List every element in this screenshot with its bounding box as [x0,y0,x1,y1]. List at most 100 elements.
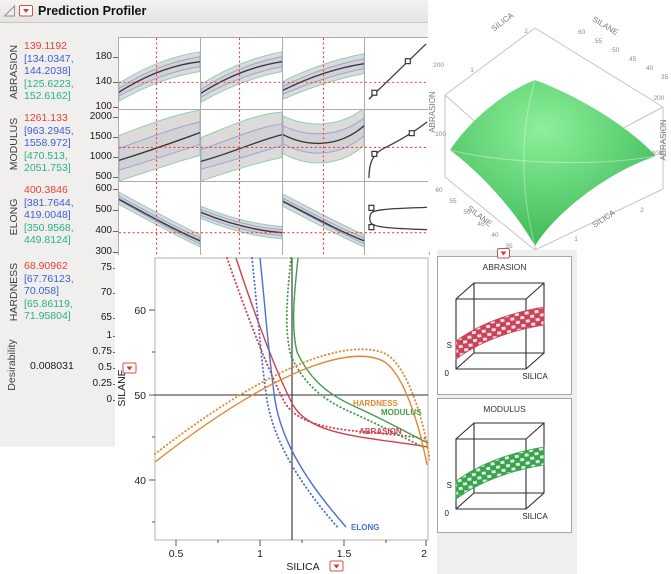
y-tick: 60 [134,305,146,317]
curve-abrasion [235,257,429,448]
predicted-value: 68.90962 [24,260,68,272]
x-tick: 1.5 [337,548,352,560]
y-axis-label-3d: SILANE [591,15,620,37]
curve-label-hardness: HARDNESS [353,399,399,408]
response-surface [450,80,656,246]
ci-line: 419.0048] [24,209,71,222]
ci-line: 71.95804] [24,310,71,323]
ci-line: [67.76123, [24,272,74,285]
curve-label-elong: ELONG [351,523,379,532]
cube-plot-modulus: S 0 SILICA [445,422,548,521]
tick-3d: 60 [578,29,586,36]
tick-3d: 2 [640,207,644,214]
axis-tick-label: 65 [100,312,112,323]
axis-tick-label: 180 [95,51,112,62]
response-label-abrasion: ABRASION [8,44,20,100]
page-title: Prediction Profiler [38,4,147,18]
ci-line: [350.9568, [24,221,74,234]
axis-tick-label: 300 [95,246,112,257]
response-values-abrasion: 139.1192 [134.0347, 144.2038] [125.6223,… [24,40,88,103]
checkered-surface [455,446,545,500]
tick-3d: 35 [505,243,513,250]
profiler-cell-modulus-sulfur[interactable] [282,109,365,182]
curve-label-abrasion: ABRASION [359,427,402,436]
red-menu-icon[interactable] [19,5,34,17]
ci-line: [125.6223, [24,77,74,90]
tick-3d: 100 [652,150,663,157]
surface-plot-3d-window[interactable]: SILICA 2 1 SILANE 60 55 50 45 40 35 ABRA… [428,0,671,252]
tick-3d: 100 [435,131,446,138]
desirability-trace-elong[interactable] [364,181,430,256]
profiler-cell-abrasion-silica[interactable] [118,37,201,110]
ci-line: [134.0347, [24,52,74,65]
cube-y-label: S [447,341,452,350]
axis-tick-label: 1500 [89,131,112,142]
response-values-modulus: 1261.133 [963.2945, 1558.972] [470.513, … [24,112,88,175]
cube-plot-abrasion: S 0 SILICA [445,282,548,381]
axis-tick-label: 2000 [89,111,112,122]
tick-3d: 45 [477,221,485,228]
response-values-elong: 400.3846 [381.7644, 419.0048] [350.9568,… [24,184,88,247]
ci-line: [381.7644, [24,196,74,209]
x-axis-label-3d: SILICA [490,10,516,33]
axis-tick-label: 0.25 [92,378,112,389]
surface-panel-modulus[interactable]: MODULUS S 0 SILICA [437,398,572,533]
z-axis-label-left: ABRASION [428,91,437,133]
predicted-value: 1261.133 [24,112,68,124]
desirability-value: 0.008031 [30,360,74,372]
axis-tick-label: 500 [95,204,112,215]
axis-tick-label: 0.75 [92,346,112,357]
x-tick: 0.5 [169,548,184,560]
axis-tick-label: 500 [95,171,112,182]
axis-tick-label: 1000 [89,151,112,162]
response-values-hardness: 68.90962 [67.76123, 70.058] [65.86119, 7… [24,260,88,323]
response-label-hardness: HARDNESS [8,262,20,322]
cube-y-label: S [447,481,452,490]
tick-3d: 50 [463,209,471,216]
predicted-value: 139.1192 [24,40,68,52]
y-tick: 40 [134,475,146,487]
tick-3d: 200 [433,62,444,69]
ci-line: 152.6162] [24,90,71,103]
titlebar: Prediction Profiler [0,0,430,23]
panel-title: MODULUS [483,404,526,414]
tick-3d: 55 [595,38,603,45]
ci-line: 70.058] [24,285,60,298]
tick-3d: 1 [574,236,578,243]
surface-panel-abrasion[interactable]: ABRASION S 0 SILICA [437,256,572,395]
profiler-cell-abrasion-sulfur[interactable] [282,37,365,110]
profiler-cell-elong-silane[interactable] [200,181,283,256]
profiler-cell-modulus-silane[interactable] [200,109,283,182]
profiler-cell-elong-sulfur[interactable] [282,181,365,256]
x-axis-label-bottom: SILICA [591,208,618,230]
desirability-trace-abrasion[interactable] [364,37,430,110]
tick-3d: 2 [524,28,528,35]
profiler-cell-modulus-silica[interactable] [118,109,201,182]
axis-tick-label: 400 [95,225,112,236]
tick-3d: 200 [654,95,665,102]
profiler-cell-elong-silica[interactable] [118,181,201,256]
desirability-trace-modulus[interactable] [364,109,430,182]
response-label-elong: ELONG [8,198,20,236]
curve-label-modulus: MODULUS [381,408,422,417]
tick-3d: 45 [629,56,637,63]
disclosure-triangle-icon[interactable] [3,4,16,18]
axis-tick-label: 1 [106,330,112,341]
contour-y-axis-label: SILANE [116,369,128,406]
x-axis-menu-icon[interactable] [329,560,344,572]
tick-3d: 40 [646,65,654,72]
cube-origin-label: 0 [445,369,450,378]
profiler-cell-abrasion-silane[interactable] [200,37,283,110]
contour-plot: HARDNESS MODULUS ABRASION ELONG 0.5 1 1.… [116,257,431,573]
contour-plot-window[interactable]: HARDNESS MODULUS ABRASION ELONG 0.5 1 1.… [115,255,431,574]
cube-origin-label: 0 [445,509,450,518]
axis-tick-label: 0 [106,394,112,405]
panels-menu-icon[interactable] [497,248,511,259]
response-label-modulus: MODULUS [8,117,20,171]
curve-hardness [154,355,428,466]
y-axis-menu-icon[interactable] [122,362,137,374]
ci-line: 2051.753] [24,162,71,175]
ci-line: [65.86119, [24,297,73,310]
cube-x-label: SILICA [522,512,548,521]
